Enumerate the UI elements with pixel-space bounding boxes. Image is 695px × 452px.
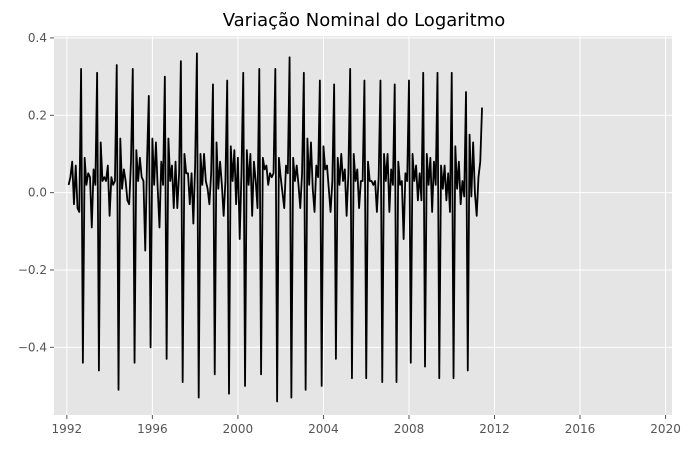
y-tick-label: −0.4 (18, 340, 47, 354)
x-tick-label: 1996 (137, 422, 168, 436)
y-tick-label: 0.2 (28, 108, 47, 122)
x-tick-label: 2000 (223, 422, 254, 436)
x-tick-label: 2012 (479, 422, 510, 436)
x-tick-label: 2004 (308, 422, 339, 436)
x-tick-label: 2020 (650, 422, 681, 436)
series-line (67, 52, 483, 403)
x-axis: 1992 1996 2000 2004 2008 2012 2016 2020 (52, 415, 681, 436)
y-axis: −0.4 −0.2 0.0 0.2 0.4 (18, 31, 54, 354)
plot-area (54, 36, 672, 415)
x-tick-label: 1992 (52, 422, 83, 436)
y-tick-label: −0.2 (18, 263, 47, 277)
chart-title: Variação Nominal do Logaritmo (223, 10, 506, 31)
y-tick-label: 0.4 (28, 31, 47, 45)
y-tick-label: 0.0 (28, 186, 47, 200)
x-tick-label: 2016 (565, 422, 596, 436)
x-tick-label: 2008 (394, 422, 425, 436)
